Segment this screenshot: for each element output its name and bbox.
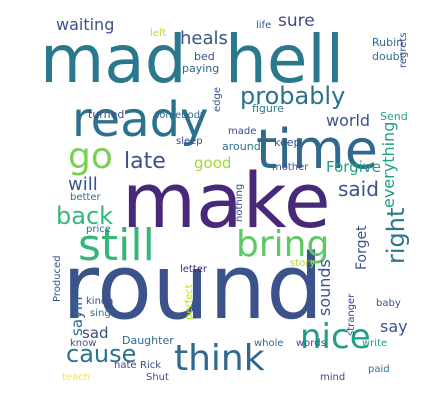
word: go (68, 136, 113, 177)
word: mad (40, 21, 187, 98)
word: heals (180, 28, 228, 49)
word: somebody (154, 110, 206, 121)
word: regrets (398, 32, 409, 68)
word: good (194, 154, 231, 172)
word: better (70, 192, 101, 203)
word: will (68, 174, 98, 195)
word: sleep (176, 136, 203, 147)
word: stranger (346, 293, 357, 336)
word: know (70, 338, 96, 349)
word: figure (252, 102, 284, 115)
word: price (86, 224, 111, 235)
word: Rubin (372, 36, 403, 49)
word: turned (88, 108, 124, 121)
word: sayin' (68, 292, 86, 336)
word: left (150, 28, 166, 39)
word: made (228, 126, 256, 137)
word: said (338, 177, 379, 201)
word: probably (240, 82, 345, 110)
word: round (62, 235, 323, 340)
word: life (256, 20, 271, 31)
word: letter (180, 264, 208, 275)
word: sure (278, 11, 315, 31)
word: paid (368, 364, 390, 375)
word: nothing (234, 184, 245, 222)
word: late (124, 149, 166, 174)
word: ready (72, 92, 209, 148)
word: Shut (146, 372, 169, 383)
word: perfect (184, 284, 195, 320)
word: hate (114, 360, 137, 371)
word: hell (225, 21, 344, 98)
word: Forget (354, 225, 370, 270)
word: baby (376, 298, 401, 309)
word: sing (90, 308, 111, 319)
word: think (174, 338, 265, 379)
word: right (382, 208, 410, 264)
word: make (122, 156, 331, 245)
word: mind (320, 372, 345, 383)
word: write (362, 338, 387, 349)
word: bring (236, 224, 329, 265)
word: time (256, 118, 378, 181)
word: nice (300, 317, 371, 357)
word: waiting (56, 15, 114, 34)
word: Send (380, 110, 408, 123)
word: Produced (52, 255, 63, 302)
word: around (222, 140, 261, 153)
word: whole (254, 338, 284, 349)
word: mother (272, 162, 309, 173)
word: Rick (140, 360, 161, 371)
word: Forgive (326, 158, 381, 176)
word: back (56, 202, 113, 230)
word: teach (62, 372, 90, 383)
word: everything (379, 122, 398, 208)
word: say (380, 317, 408, 336)
word: sad (82, 324, 109, 342)
word: kinda (86, 296, 113, 307)
word: edge (212, 87, 223, 112)
word: doubt (372, 50, 405, 63)
word: cause (66, 340, 136, 368)
word: words (296, 338, 326, 349)
word: story (290, 258, 315, 269)
word: keep (274, 136, 301, 149)
word: Daughter (122, 334, 174, 347)
word: paying (182, 62, 219, 75)
word: still (78, 220, 155, 271)
word: bed (194, 50, 215, 63)
word: sounds (315, 259, 334, 316)
word: world (326, 111, 370, 130)
